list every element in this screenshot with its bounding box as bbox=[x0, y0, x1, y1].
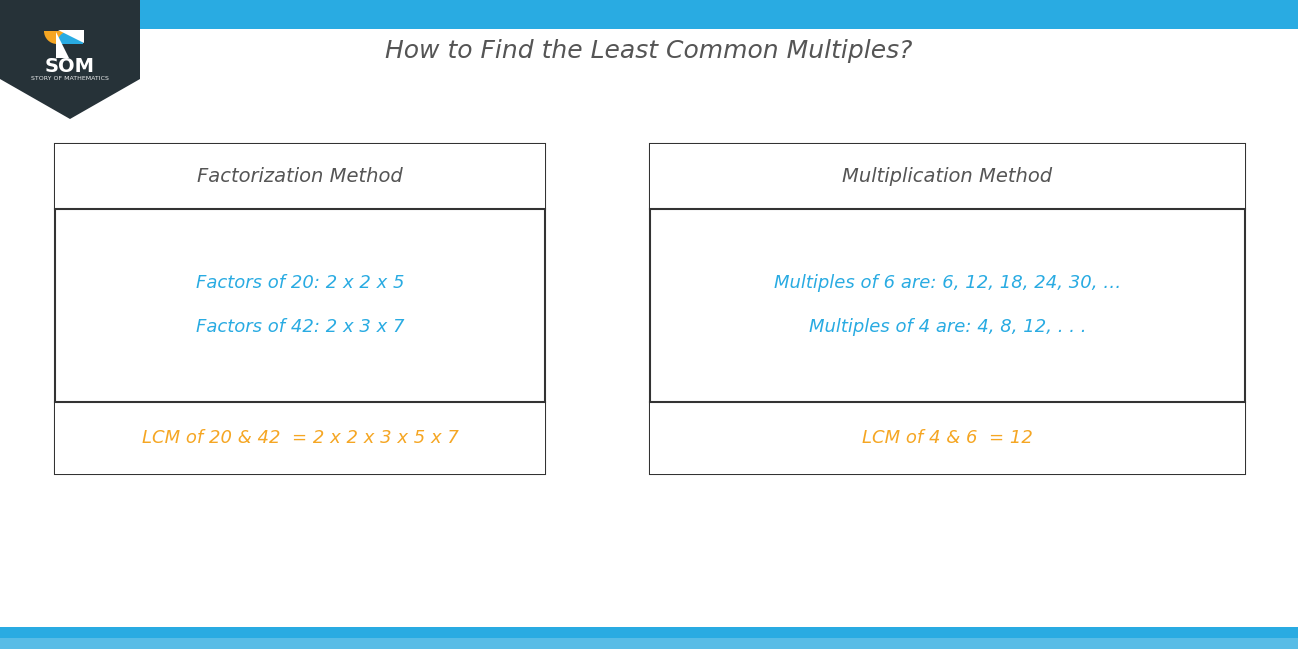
Text: LCM of 4 & 6  = 12: LCM of 4 & 6 = 12 bbox=[862, 429, 1033, 447]
FancyBboxPatch shape bbox=[650, 144, 1245, 474]
Polygon shape bbox=[58, 30, 84, 43]
Text: SOM: SOM bbox=[45, 58, 95, 77]
FancyBboxPatch shape bbox=[55, 402, 545, 474]
Text: Multiplication Method: Multiplication Method bbox=[842, 167, 1053, 186]
FancyBboxPatch shape bbox=[0, 638, 1298, 649]
Wedge shape bbox=[44, 31, 70, 44]
Text: Multiples of 6 are: 6, 12, 18, 24, 30, …: Multiples of 6 are: 6, 12, 18, 24, 30, … bbox=[774, 275, 1121, 293]
FancyBboxPatch shape bbox=[0, 0, 1298, 29]
Text: Factorization Method: Factorization Method bbox=[197, 167, 402, 186]
FancyBboxPatch shape bbox=[55, 144, 545, 474]
Text: LCM of 20 & 42  = 2 x 2 x 3 x 5 x 7: LCM of 20 & 42 = 2 x 2 x 3 x 5 x 7 bbox=[141, 429, 458, 447]
Text: How to Find the Least Common Multiples?: How to Find the Least Common Multiples? bbox=[386, 39, 912, 63]
Text: STORY OF MATHEMATICS: STORY OF MATHEMATICS bbox=[31, 77, 109, 82]
FancyBboxPatch shape bbox=[0, 627, 1298, 649]
Polygon shape bbox=[56, 32, 69, 58]
Text: Multiples of 4 are: 4, 8, 12, . . .: Multiples of 4 are: 4, 8, 12, . . . bbox=[809, 319, 1086, 336]
Text: Factors of 42: 2 x 3 x 7: Factors of 42: 2 x 3 x 7 bbox=[196, 319, 404, 336]
Polygon shape bbox=[0, 0, 140, 119]
FancyBboxPatch shape bbox=[650, 402, 1245, 474]
Wedge shape bbox=[57, 31, 83, 44]
Text: Factors of 20: 2 x 2 x 5: Factors of 20: 2 x 2 x 5 bbox=[196, 275, 404, 293]
FancyBboxPatch shape bbox=[650, 144, 1245, 209]
FancyBboxPatch shape bbox=[55, 144, 545, 209]
